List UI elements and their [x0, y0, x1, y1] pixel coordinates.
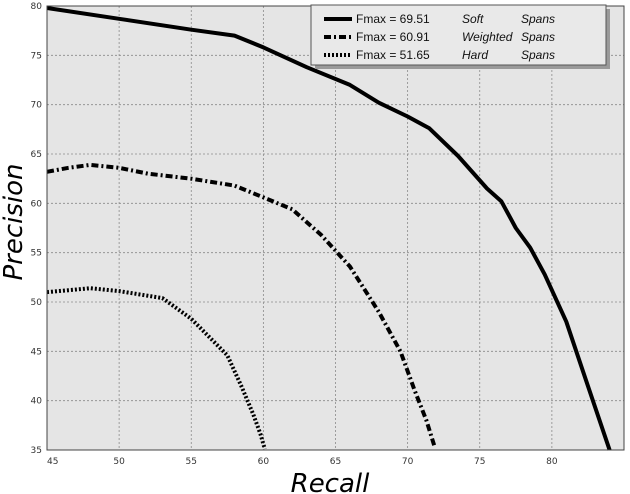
- legend-label: Fmax = 69.51: [356, 12, 430, 26]
- series-line-weighted: [46, 162, 437, 449]
- y-tick-label: 40: [31, 397, 43, 407]
- legend-method: Weighted: [462, 30, 513, 44]
- series-lines: [46, 6, 612, 451]
- x-tick-label: 80: [546, 457, 558, 467]
- legend-label: Fmax = 60.91: [356, 30, 430, 44]
- x-tick-labels: 45 50 55 60 65 70 75 80: [47, 457, 558, 467]
- y-tick-label: 75: [31, 51, 42, 61]
- y-tick-label: 60: [31, 199, 43, 209]
- y-tick-label: 35: [31, 446, 42, 456]
- legend-entries: Fmax = 69.51 Soft Spans Fmax = 60.91 Weighte…: [324, 12, 555, 62]
- legend-kind: Spans: [521, 12, 555, 26]
- x-tick-label: 75: [474, 457, 485, 467]
- x-axis-label: Recall: [291, 469, 371, 494]
- y-tick-label: 65: [31, 150, 42, 160]
- legend-kind: Spans: [521, 48, 555, 62]
- y-tick-labels: 35 40 45 50 55 60 65 70 75 80: [31, 2, 43, 456]
- y-axis-label: Precision: [0, 163, 29, 280]
- x-tick-label: 60: [258, 457, 270, 467]
- y-tick-label: 55: [31, 249, 42, 259]
- x-tick-label: 65: [330, 457, 341, 467]
- y-tick-label: 80: [31, 2, 43, 12]
- series-line-hard: [46, 286, 267, 450]
- x-tick-label: 55: [186, 457, 197, 467]
- series-line-soft: [46, 6, 612, 451]
- legend-method: Hard: [462, 48, 488, 62]
- y-tick-label: 70: [31, 101, 43, 111]
- x-tick-label: 70: [402, 457, 414, 467]
- legend-kind: Spans: [521, 30, 555, 44]
- legend-label: Fmax = 51.65: [356, 48, 430, 62]
- legend-box: [310, 4, 607, 66]
- legend-method: Soft: [462, 12, 484, 26]
- x-tick-label: 45: [47, 457, 58, 467]
- x-tick-label: 50: [113, 457, 125, 467]
- y-tick-label: 50: [31, 298, 43, 308]
- y-tick-label: 45: [31, 347, 42, 357]
- legend: Fmax = 69.51 Soft Spans Fmax = 60.91 Weighte…: [310, 4, 610, 69]
